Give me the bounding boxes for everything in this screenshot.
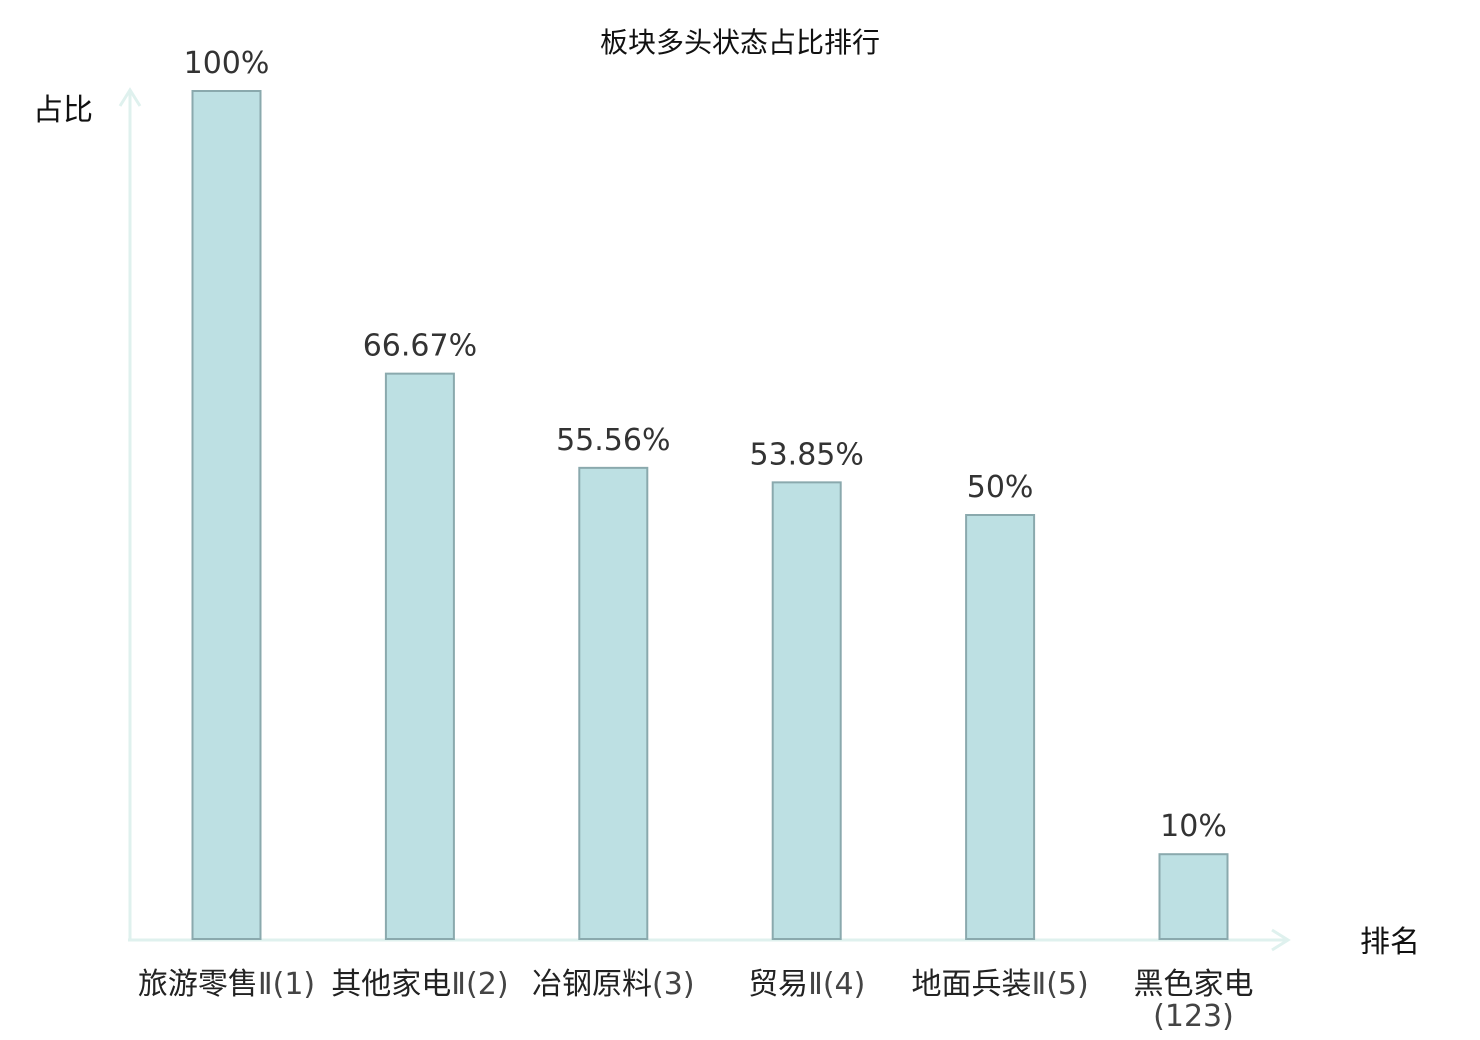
value-label-1: 100% — [184, 46, 270, 81]
category-label-2: 其他家电Ⅱ(2) — [331, 967, 508, 1002]
category-suffix: (123) — [1153, 999, 1234, 1034]
value-label-group: 100% 66.67% 55.56% 53.85% 50% 10% — [184, 46, 1227, 844]
y-axis-arrow-icon — [118, 87, 142, 107]
category-name: 地面兵装 — [911, 967, 1031, 1002]
category-label-6: 黑色家电(123) — [1134, 967, 1254, 1034]
category-label-group: 旅游零售Ⅱ(1) 其他家电Ⅱ(2) 冶钢原料(3) 贸易Ⅱ(4) 地面兵装Ⅱ(5) 黑色家… — [138, 967, 1254, 1034]
x-axis-arrow-icon — [1271, 928, 1291, 952]
bar-3 — [578, 466, 649, 940]
value-label-2: 66.67% — [363, 329, 477, 364]
axes — [118, 87, 1291, 952]
bar-2 — [384, 372, 455, 940]
category-name: 其他家电 — [331, 967, 451, 1002]
category-label-4: 贸易Ⅱ(4) — [748, 967, 865, 1002]
bar-6 — [1158, 853, 1229, 941]
category-label-5: 地面兵装Ⅱ(5) — [911, 967, 1088, 1002]
category-name: 旅游零售 — [138, 967, 258, 1002]
category-name: 黑色家电 — [1134, 967, 1254, 1002]
bar-1 — [191, 90, 262, 940]
value-label-3: 55.56% — [556, 423, 670, 458]
category-suffix: (3) — [652, 967, 695, 1002]
y-axis-label: 占比 — [33, 93, 93, 128]
category-name: 冶钢原料 — [532, 967, 652, 1002]
category-name: 贸易 — [748, 967, 808, 1002]
value-label-5: 50% — [967, 470, 1034, 505]
chart-title: 板块多头状态占比排行 — [600, 26, 880, 59]
category-label-1: 旅游零售Ⅱ(1) — [138, 967, 315, 1002]
bar-5 — [965, 514, 1036, 940]
bar-group — [191, 90, 1229, 941]
category-suffix: Ⅱ(2) — [451, 967, 508, 1002]
category-label-3: 冶钢原料(3) — [532, 967, 695, 1002]
bar-4 — [771, 481, 842, 940]
category-suffix: Ⅱ(1) — [258, 967, 315, 1002]
x-axis-label: 排名 — [1360, 925, 1420, 960]
category-suffix: Ⅱ(5) — [1031, 967, 1088, 1002]
value-label-6: 10% — [1160, 809, 1227, 844]
category-suffix: Ⅱ(4) — [808, 967, 865, 1002]
value-label-4: 53.85% — [750, 437, 864, 472]
